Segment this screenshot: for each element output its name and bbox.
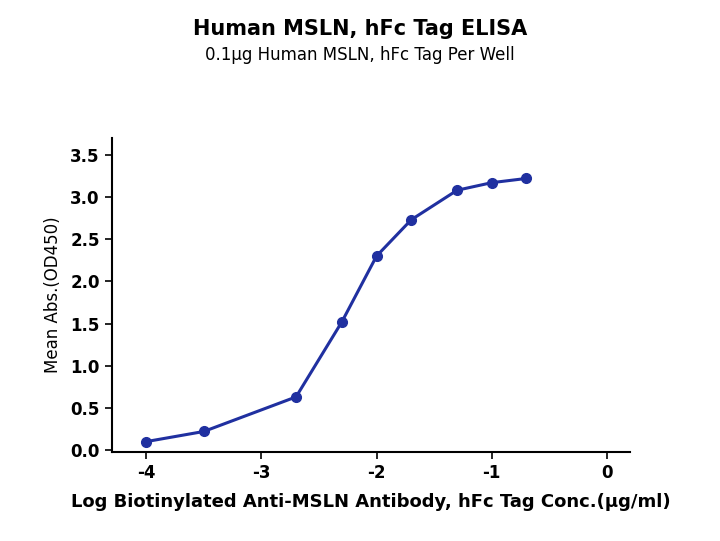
Point <box>140 437 152 446</box>
Point <box>451 186 463 195</box>
Point <box>486 179 498 187</box>
Text: 0.1μg Human MSLN, hFc Tag Per Well: 0.1μg Human MSLN, hFc Tag Per Well <box>205 46 515 64</box>
Point <box>198 427 210 436</box>
Point <box>336 318 348 326</box>
Point <box>290 393 302 401</box>
Point <box>371 252 382 260</box>
Point <box>405 215 417 224</box>
Text: Human MSLN, hFc Tag ELISA: Human MSLN, hFc Tag ELISA <box>193 19 527 39</box>
X-axis label: Log Biotinylated Anti-MSLN Antibody, hFc Tag Conc.(μg/ml): Log Biotinylated Anti-MSLN Antibody, hFc… <box>71 493 670 511</box>
Point <box>521 174 532 183</box>
Y-axis label: Mean Abs.(OD450): Mean Abs.(OD450) <box>44 216 62 373</box>
